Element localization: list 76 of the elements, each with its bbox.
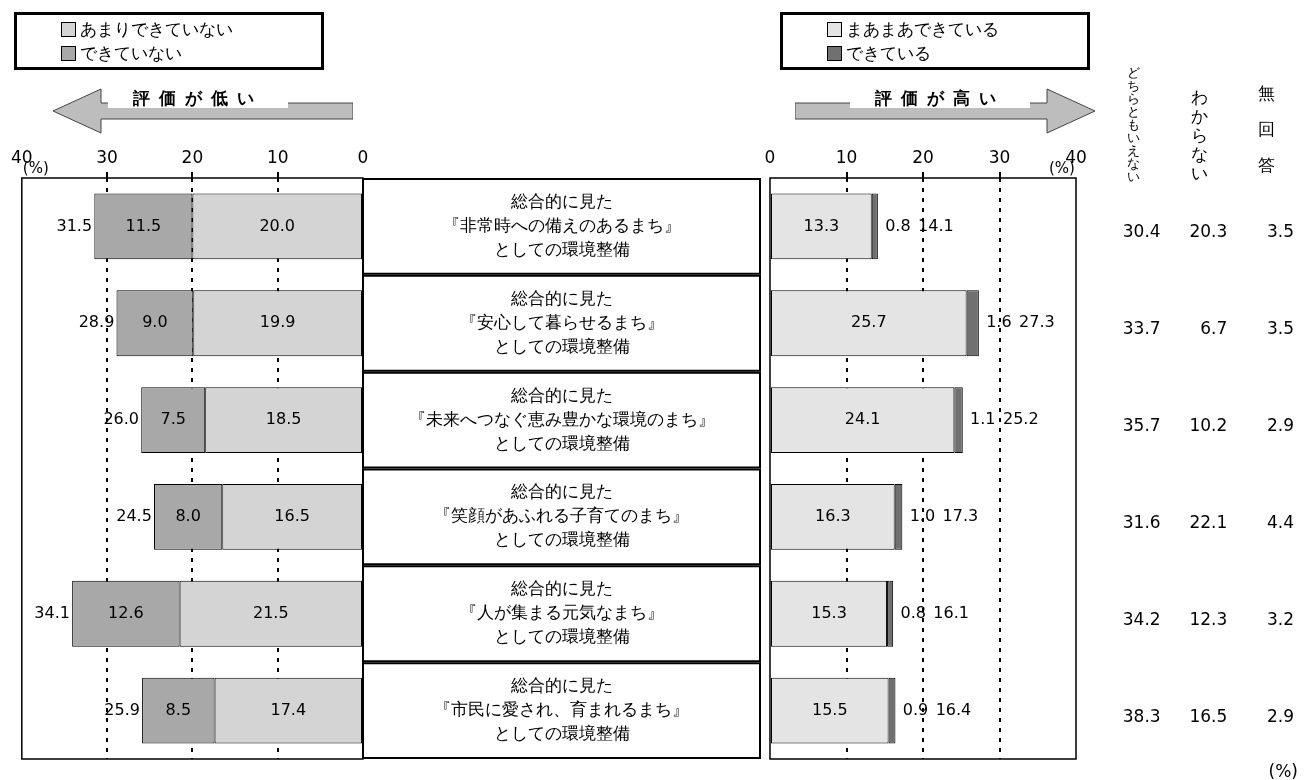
y-tick-label: 総合的に見た『未来へつなぐ恵み豊かな環境のまち』としての環境整備 <box>408 384 715 453</box>
data-label: 9.0 <box>142 312 168 332</box>
data-label: 1.6 <box>986 312 1012 332</box>
data-label: 13.3 <box>803 215 840 235</box>
data-label: 12.3 <box>1188 607 1229 631</box>
x-tick-label: 0 <box>764 147 776 168</box>
text: 評価が高い <box>850 88 1030 108</box>
data-label: 17.4 <box>270 699 307 719</box>
data-label: 3.5 <box>1265 220 1295 244</box>
total-label: 17.3 <box>942 506 979 526</box>
y-tick-label: 総合的に見た『市民に愛され、育まれるまち』としての環境整備 <box>434 675 689 744</box>
data-label: 3.5 <box>1265 317 1295 341</box>
x-tick-label: 20 <box>912 147 934 168</box>
data-label: 8.0 <box>175 506 201 526</box>
x-tick-label: 30 <box>96 147 118 168</box>
total-label: 16.4 <box>935 699 972 719</box>
data-label: 21.5 <box>252 602 289 622</box>
data-label: 38.3 <box>1121 704 1162 728</box>
legend-label: あまりできていない <box>80 18 233 41</box>
y-tick-label: 総合的に見た『人が集まる元気なまち』としての環境整備 <box>459 578 664 647</box>
total-label: 28.9 <box>78 312 115 332</box>
total-label: 27.3 <box>1019 312 1055 332</box>
data-label: 20.0 <box>259 215 296 235</box>
data-label: 16.3 <box>815 506 851 526</box>
x-tick-label: 30 <box>988 147 1011 168</box>
data-label: 35.7 <box>1121 414 1162 438</box>
category-label: どちらともいえない <box>1126 65 1140 184</box>
total-label: 26.0 <box>103 409 140 429</box>
x-tick-label: 無回答 <box>1258 82 1276 177</box>
text: 評価が低い <box>108 88 288 108</box>
data-label: 0.8 <box>885 215 911 235</box>
total-label: 25.2 <box>1002 409 1039 429</box>
data-label: 11.5 <box>125 215 162 235</box>
data-label: 24.1 <box>844 409 881 429</box>
y-tick-label: 総合的に見た『安心して暮らせるまち』としての環境整備 <box>459 287 664 356</box>
data-label: 16.5 <box>274 506 310 526</box>
total-label: 31.5 <box>56 215 93 235</box>
data-label: 3.2 <box>1265 607 1295 631</box>
data-label: 25.7 <box>850 312 887 332</box>
data-label: 8.5 <box>165 699 192 719</box>
y-tick-label: 総合的に見た『笑顔があふれる子育てのまち』としての環境整備 <box>434 481 689 550</box>
text: (%) <box>1268 760 1298 780</box>
data-label: 18.5 <box>265 409 302 429</box>
x-tick-label: 10 <box>835 147 858 168</box>
data-label: 1.1 <box>970 409 996 429</box>
data-label: 7.5 <box>160 409 186 429</box>
data-label: 4.4 <box>1265 510 1295 534</box>
data-label: 30.4 <box>1121 220 1162 244</box>
data-label: 22.1 <box>1188 510 1229 534</box>
data-label: 16.5 <box>1188 704 1229 728</box>
data-label: 0.9 <box>902 699 929 719</box>
data-label: 10.2 <box>1188 414 1229 438</box>
data-label: 19.9 <box>259 312 296 332</box>
legend-label: まあまあできている <box>846 18 999 41</box>
data-label: 15.3 <box>811 602 847 622</box>
x-tick-label: 10 <box>266 147 289 168</box>
total-label: 24.5 <box>116 506 152 526</box>
data-label: 1.0 <box>909 506 936 526</box>
data-label: 34.2 <box>1121 607 1162 631</box>
total-label: 34.1 <box>34 602 70 622</box>
x-tick-label: 20 <box>181 147 204 168</box>
total-label: 16.1 <box>933 602 969 622</box>
data-label: 20.3 <box>1188 220 1229 244</box>
data-label: 2.9 <box>1266 705 1294 726</box>
data-label: 2.9 <box>1265 414 1295 438</box>
data-label: 33.7 <box>1121 317 1162 341</box>
x-tick-label: 0 <box>357 147 369 168</box>
total-label: 25.9 <box>104 699 140 719</box>
data-label: 31.6 <box>1121 510 1162 534</box>
data-label: 15.5 <box>811 699 848 719</box>
y-tick-label: 総合的に見た『非常時への備えのあるまち』としての環境整備 <box>442 190 681 259</box>
legend-label: できている <box>846 42 931 65</box>
data-label: 12.6 <box>108 602 144 622</box>
x-tick-label: わからない <box>1191 87 1209 183</box>
data-label: 6.7 <box>1199 317 1229 341</box>
legend-label: できていない <box>80 42 182 65</box>
